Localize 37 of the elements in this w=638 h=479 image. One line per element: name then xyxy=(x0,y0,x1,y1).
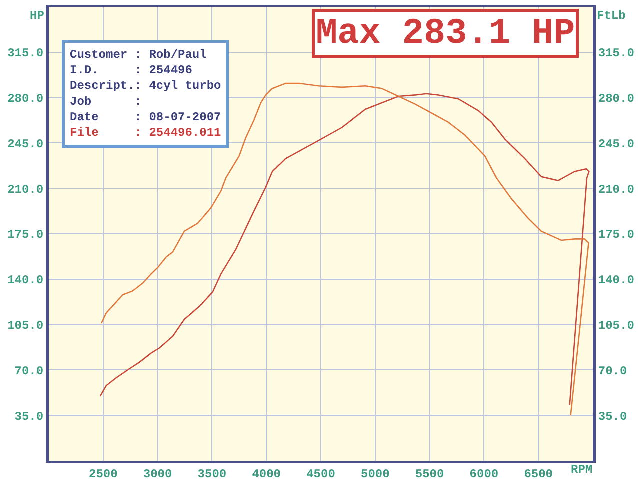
y-axis-title: HP xyxy=(30,9,44,23)
y-tick-label: 245.0 xyxy=(8,137,44,152)
y-tick-label: 140.0 xyxy=(8,274,44,288)
annotation: Max 283.1 HP xyxy=(316,13,576,54)
y2-tick-label: 245.0 xyxy=(598,137,634,152)
x-tick-label: 3500 xyxy=(198,467,227,479)
y2-tick-label: 105.0 xyxy=(598,319,634,333)
x-tick-label: 5000 xyxy=(360,467,390,479)
y-tick-label: 280.0 xyxy=(8,92,44,106)
y2-tick-label: 140.0 xyxy=(598,274,634,288)
x-tick-label: 3000 xyxy=(143,467,172,479)
y2-tick-label: 315.0 xyxy=(598,46,634,61)
y-tick-label: 35.0 xyxy=(14,410,44,424)
x-tick-label: 4000 xyxy=(252,467,282,479)
y2-tick-label: 35.0 xyxy=(598,410,628,424)
y2-tick-label: 70.0 xyxy=(598,364,628,378)
x-tick-label: 6000 xyxy=(470,467,499,479)
y2-axis-title: FtLb xyxy=(597,9,626,23)
y-tick-label: 105.0 xyxy=(8,319,44,333)
x-tick-label: 6500 xyxy=(524,467,554,479)
annotation: I.D. : 254496 xyxy=(70,64,192,78)
y2-tick-label: 175.0 xyxy=(598,228,634,242)
annotation: Date : 08-07-2007 xyxy=(70,110,222,124)
y-tick-label: 70.0 xyxy=(14,364,44,378)
y2-tick-label: 210.0 xyxy=(598,182,634,197)
y-tick-label: 175.0 xyxy=(8,228,44,242)
y-tick-label: 210.0 xyxy=(8,182,44,197)
x-tick-label: 4500 xyxy=(306,467,336,479)
y-tick-label: 315.0 xyxy=(8,46,44,61)
annotation: Customer : Rob/Paul xyxy=(70,48,207,62)
annotation: Descript.: 4cyl turbo xyxy=(70,79,222,94)
x-tick-label: 5500 xyxy=(415,467,444,479)
annotation: Job : xyxy=(70,94,142,109)
x-axis-title: RPM xyxy=(571,463,593,477)
x-tick-label: 2500 xyxy=(88,467,118,479)
y2-tick-label: 280.0 xyxy=(598,92,634,106)
annotation: File : 254496.011 xyxy=(70,126,222,140)
